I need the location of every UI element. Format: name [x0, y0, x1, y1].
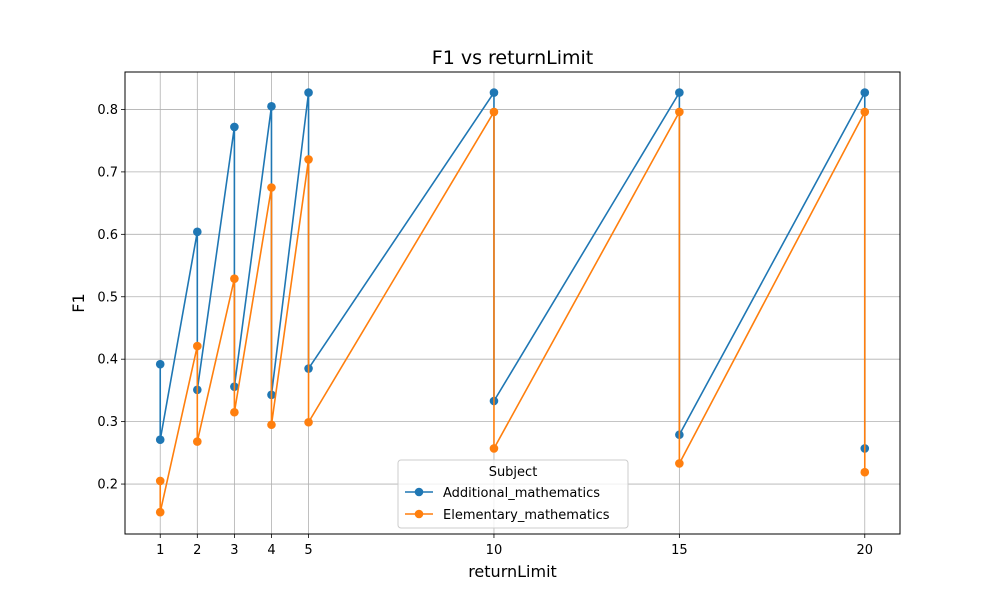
x-tick-label: 4: [267, 543, 275, 558]
data-point-additional-mathematics: [230, 122, 239, 132]
legend-label-additional: Additional_mathematics: [443, 486, 600, 501]
legend-marker-additional: [414, 487, 424, 497]
x-tick-label: 10: [486, 543, 503, 558]
x-axis-title: returnLimit: [468, 562, 557, 581]
data-point-elementary-mathematics: [230, 407, 239, 417]
data-point-additional-mathematics: [304, 88, 313, 97]
y-tick-label: 0.5: [97, 290, 118, 305]
data-point-elementary-mathematics: [675, 107, 684, 117]
data-point-additional-mathematics: [267, 102, 276, 111]
series-line-elementary-mathematics: [159, 111, 866, 513]
data-point-additional-mathematics: [155, 435, 165, 445]
y-tick-label: 0.7: [97, 165, 118, 180]
x-tick-label: 5: [304, 543, 312, 558]
data-point-elementary-mathematics: [267, 420, 276, 430]
x-tick-label: 1: [156, 543, 164, 558]
data-point-additional-mathematics: [675, 88, 684, 97]
plot-series: [155, 88, 870, 517]
data-point-elementary-mathematics: [155, 476, 165, 486]
y-axis-title: F1: [69, 293, 88, 312]
legend-item-elementary: Elementary_mathematics: [405, 508, 610, 523]
data-point-additional-mathematics: [155, 359, 165, 369]
data-point-additional-mathematics: [860, 88, 870, 97]
data-point-elementary-mathematics: [304, 155, 313, 164]
y-tick-label: 0.8: [97, 103, 118, 118]
data-point-elementary-mathematics: [860, 107, 870, 117]
legend-label-elementary: Elementary_mathematics: [443, 508, 610, 523]
y-tick-label: 0.4: [97, 353, 118, 368]
x-tick-label: 3: [230, 543, 238, 558]
legend-item-additional: Additional_mathematics: [405, 486, 600, 501]
data-point-elementary-mathematics: [489, 444, 499, 453]
data-point-elementary-mathematics: [304, 417, 313, 427]
x-tick-label: 15: [671, 543, 688, 558]
legend-title: Subject: [489, 465, 538, 480]
plot-frame: [124, 71, 901, 535]
data-point-elementary-mathematics: [230, 274, 239, 283]
data-point-elementary-mathematics: [267, 183, 276, 192]
chart-title: F1 vs returnLimit: [432, 47, 593, 69]
legend-marker-elementary: [414, 509, 424, 519]
data-point-elementary-mathematics: [193, 341, 202, 351]
y-tick-label: 0.3: [97, 415, 118, 430]
data-point-elementary-mathematics: [193, 437, 202, 446]
data-point-additional-mathematics: [193, 227, 202, 237]
data-point-elementary-mathematics: [155, 507, 165, 517]
y-tick-label: 0.2: [97, 478, 118, 493]
x-tick-label: 20: [856, 543, 873, 558]
legend-box: [397, 459, 629, 529]
x-tick-label: 2: [193, 543, 201, 558]
legend: Subject Additional_mathematics Elementar…: [397, 459, 629, 529]
axis-ticks: 1 2 3 4 5 10 15 20 0.2 0.3 0.4 0.5 0.6 0.7 0.8: [97, 103, 873, 558]
y-tick-label: 0.6: [97, 228, 118, 243]
data-point-elementary-mathematics: [675, 459, 684, 468]
data-point-additional-mathematics: [489, 88, 499, 97]
data-point-elementary-mathematics: [489, 107, 499, 117]
data-point-elementary-mathematics: [860, 467, 870, 477]
